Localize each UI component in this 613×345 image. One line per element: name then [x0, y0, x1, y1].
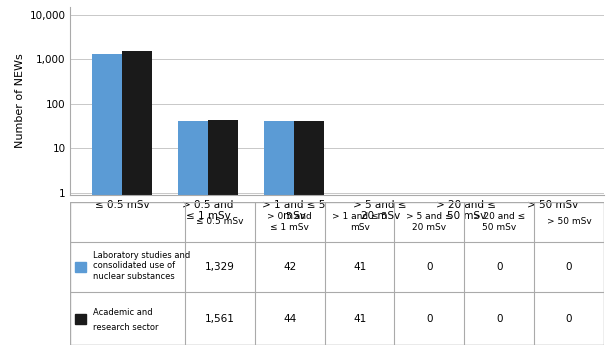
Text: 42: 42: [283, 262, 297, 272]
Text: 0: 0: [566, 262, 572, 272]
Text: ≤ 0.5 mSv: ≤ 0.5 mSv: [196, 217, 244, 226]
Text: Laboratory studies and: Laboratory studies and: [93, 251, 190, 260]
Bar: [75, 262, 86, 272]
Bar: [178, 121, 208, 345]
Text: > 20 and ≤
50 mSv: > 20 and ≤ 50 mSv: [473, 212, 525, 231]
Text: > 1 and ≤ 5
mSv: > 1 and ≤ 5 mSv: [332, 212, 387, 231]
Y-axis label: Number of NEWs: Number of NEWs: [15, 53, 26, 148]
Text: 0: 0: [566, 314, 572, 324]
Text: 0: 0: [496, 262, 503, 272]
Text: > 50 mSv: > 50 mSv: [547, 217, 592, 226]
Bar: [92, 54, 122, 345]
Bar: [208, 120, 238, 345]
Bar: [294, 121, 324, 345]
Text: 41: 41: [353, 262, 366, 272]
Text: consolidated use of: consolidated use of: [93, 261, 175, 270]
Text: 44: 44: [283, 314, 297, 324]
Bar: [264, 121, 294, 345]
Text: 0: 0: [496, 314, 503, 324]
Bar: [122, 51, 152, 345]
Text: nuclear substances: nuclear substances: [93, 273, 175, 282]
Text: 0: 0: [426, 262, 433, 272]
Text: > 0.5 and
≤ 1 mSv: > 0.5 and ≤ 1 mSv: [267, 212, 312, 231]
Text: 41: 41: [353, 314, 366, 324]
Text: > 5 and ≤
20 mSv: > 5 and ≤ 20 mSv: [406, 212, 452, 231]
Text: 0: 0: [426, 314, 433, 324]
Text: 1,329: 1,329: [205, 262, 235, 272]
Text: research sector: research sector: [93, 323, 158, 332]
Text: Academic and: Academic and: [93, 308, 153, 317]
Text: 1,561: 1,561: [205, 314, 235, 324]
Bar: [75, 314, 86, 324]
